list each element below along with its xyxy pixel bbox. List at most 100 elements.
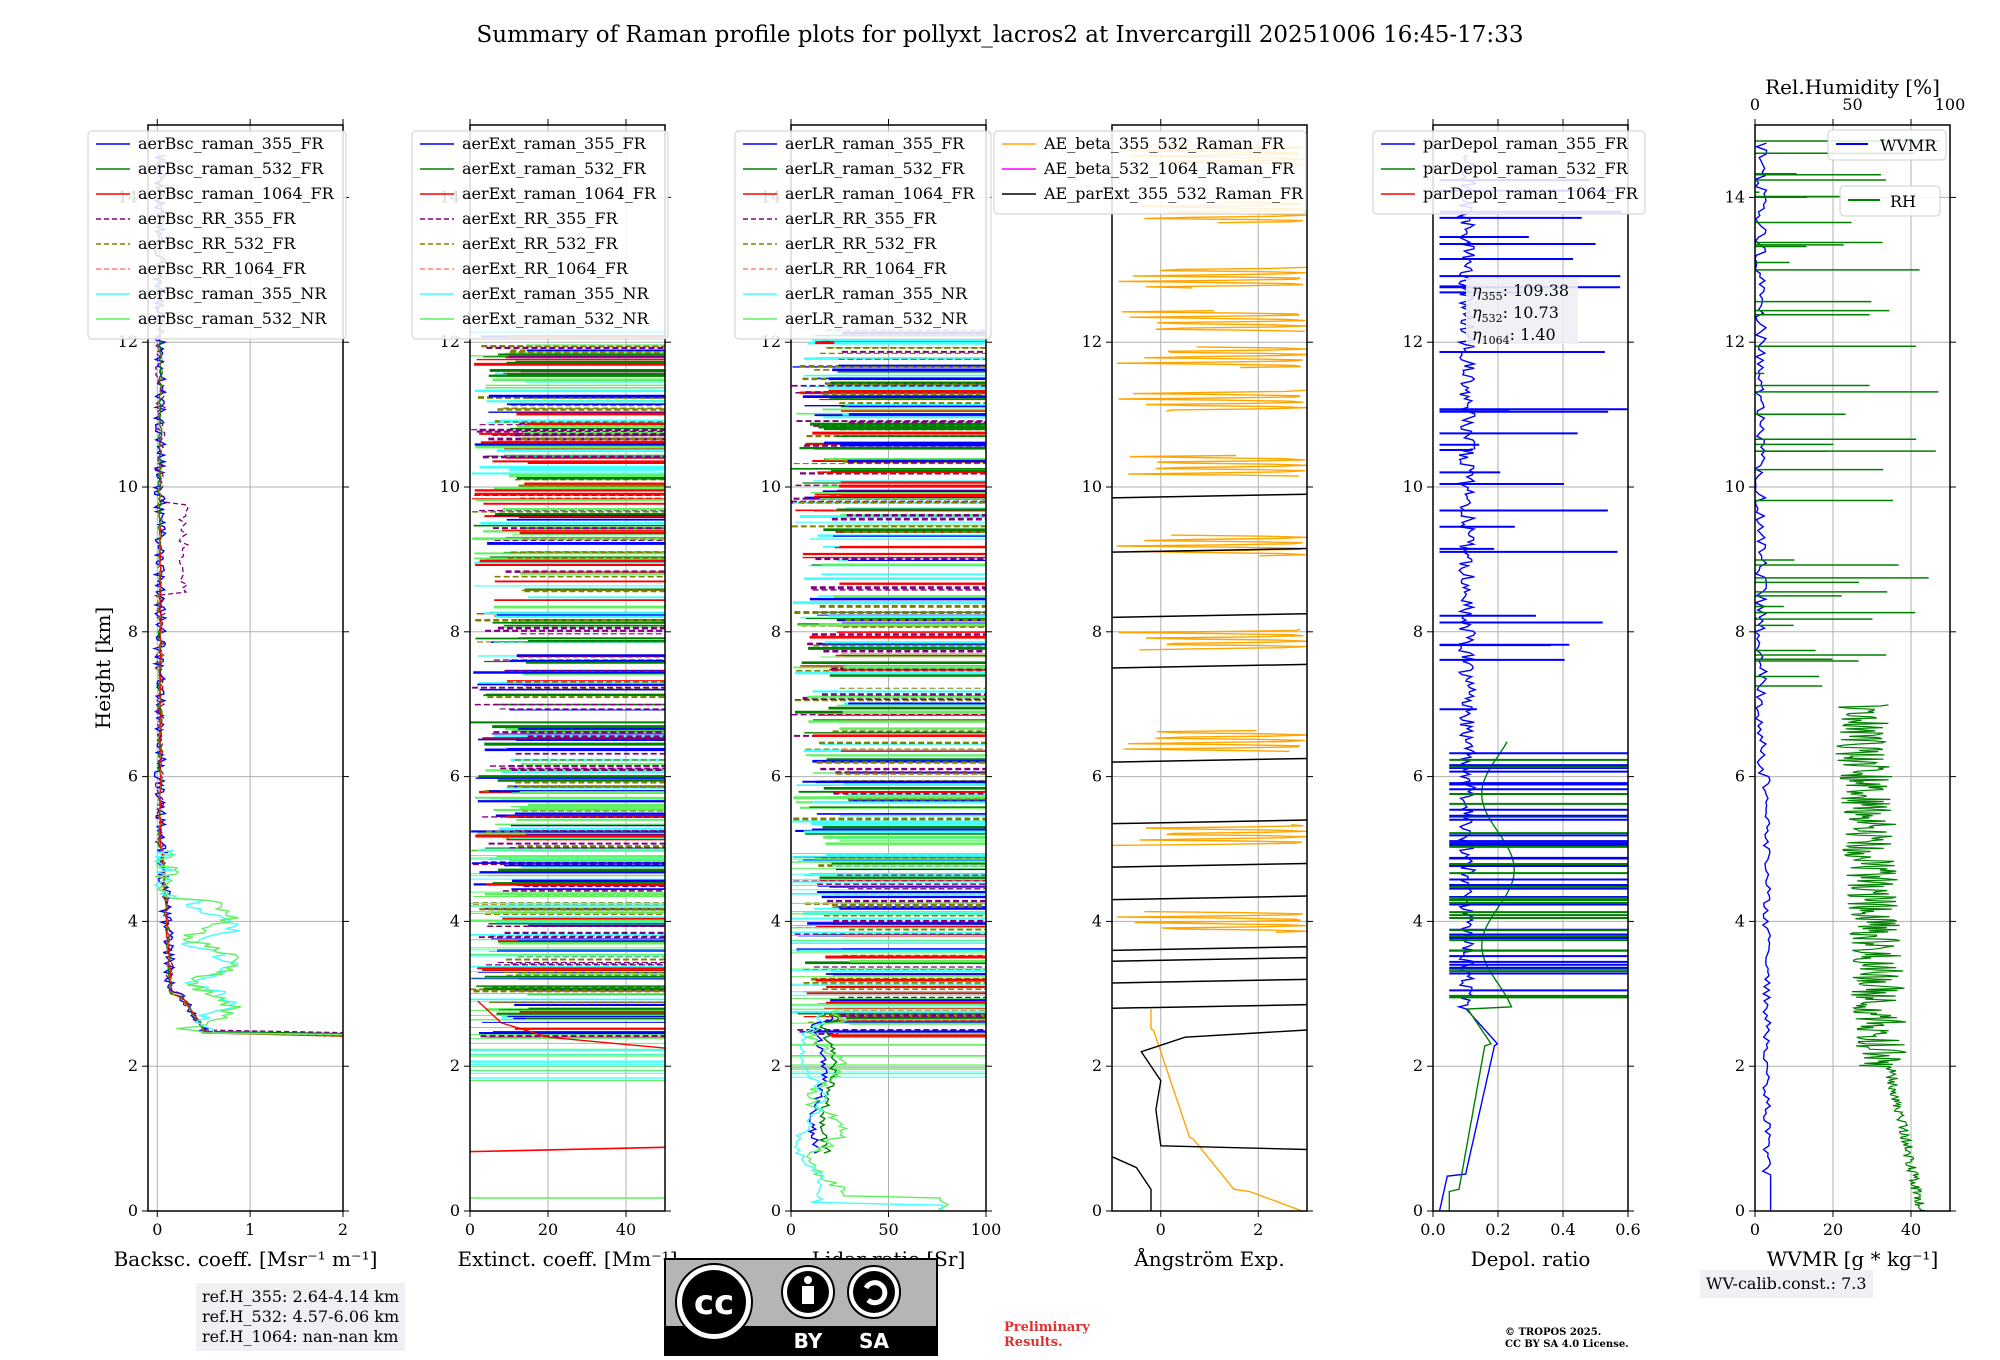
plot-area <box>1755 140 1941 1211</box>
plot-area <box>470 330 665 1199</box>
y-tick-label-4: 8 <box>1413 622 1423 641</box>
y-tick-label-1: 2 <box>1735 1056 1745 1075</box>
y-tick-label-2: 4 <box>450 911 460 930</box>
legend-entry-7: aerExt_raman_532_NR <box>462 309 650 328</box>
legend-entry-1: parDepol_raman_532_FR <box>1423 159 1629 178</box>
y-tick-label-6: 12 <box>1403 332 1423 351</box>
y-tick-label-4: 8 <box>1092 622 1102 641</box>
y-tick-label-5: 10 <box>440 477 460 496</box>
legend-frame <box>734 130 992 340</box>
y-tick-label-5: 10 <box>118 477 138 496</box>
legend: aerBsc_raman_355_FR aerBsc_raman_532_FRae… <box>87 130 347 340</box>
y-tick-label-4: 8 <box>450 622 460 641</box>
y-tick-label-3: 6 <box>771 767 781 786</box>
series-ae-seg-1 <box>1116 910 1307 933</box>
series-ae-parext-8 <box>1112 663 1307 669</box>
series-ae-beta-355-532 <box>1150 1009 1303 1211</box>
series-ae-parext-2 <box>1112 956 1307 962</box>
series-ae-parext-0 <box>1112 1003 1307 1010</box>
y-tick-label-3: 6 <box>450 767 460 786</box>
legend: parDepol_raman_355_FR parDepol_raman_532_… <box>1372 130 1646 215</box>
y-tick-label-5: 10 <box>1725 477 1745 496</box>
y-tick-label-5: 10 <box>761 477 781 496</box>
panel-angstrom: 0 2 0 2 4 6 8 10 12 Ångström Exp. AE_beta_355_532_… <box>993 119 1313 1271</box>
x-axis-label: Backsc. coeff. [Msr⁻¹ m⁻¹] <box>114 1247 378 1271</box>
series-lr532 <box>818 1015 840 1154</box>
y-tick-label-4: 8 <box>128 622 138 641</box>
cc-license-logo: cc BY SA <box>664 1258 938 1356</box>
series-ae-parext-11 <box>1112 493 1307 499</box>
x-tick-label-0: 0.0 <box>1420 1220 1445 1239</box>
copyright-note: © TROPOS 2025. CC BY SA 4.0 License. <box>1505 1327 1629 1351</box>
series-ae-parext-9 <box>1112 612 1307 619</box>
legend-entry-1: AE_beta_532_1064_Raman_FR <box>1043 159 1295 178</box>
series-ae-seg-2 <box>1123 729 1307 752</box>
eta-355: η355: 109.38 <box>1472 281 1569 303</box>
series-1064 <box>158 524 343 1037</box>
x-tick-label-1: 2 <box>1253 1220 1263 1239</box>
x-tick-label-0: 0 <box>152 1220 162 1239</box>
eta-1064: η1064: 1.40 <box>1472 325 1556 347</box>
x-tick-label-1: 20 <box>1823 1220 1843 1239</box>
x-tick-label-1: 0.2 <box>1485 1220 1510 1239</box>
series-ae-seg-9 <box>1118 266 1307 289</box>
series-ae-parext-10 <box>1112 547 1307 553</box>
y-tick-label-3: 6 <box>1735 767 1745 786</box>
legend: aerLR_raman_355_FR aerLR_raman_532_FR aerL… <box>734 130 992 340</box>
axes-frame <box>469 124 666 1212</box>
series-lr355 <box>807 1015 834 1154</box>
legend-entry-3: aerExt_RR_355_FR <box>462 209 619 228</box>
y-tick-label-3: 6 <box>1413 767 1423 786</box>
legend-entry-2: AE_parExt_355_532_Raman_FR <box>1043 184 1304 203</box>
legend-entry-4: aerLR_RR_532_FR <box>785 234 937 253</box>
y-tick-label-2: 4 <box>128 911 138 930</box>
y-tick-label-0: 0 <box>1092 1201 1102 1220</box>
y-tick-label-0: 0 <box>1735 1201 1745 1220</box>
ref-line-532: ref.H_532: 4.57-6.06 km <box>202 1307 400 1326</box>
x-tick-label-0: 0 <box>465 1220 475 1239</box>
x-tick-label-2: 40 <box>616 1220 636 1239</box>
legend-frame <box>411 130 669 340</box>
y-tick-label-7: 14 <box>1725 187 1745 206</box>
preliminary-line-1: Preliminary <box>1004 1320 1090 1335</box>
eta-532: η532: 10.73 <box>1472 303 1559 325</box>
figure-title: Summary of Raman profile plots for polly… <box>476 22 1524 48</box>
reference-height-box: ref.H_355: 2.64-4.14 km ref.H_532: 4.57-… <box>196 1283 406 1351</box>
legend-entry-6: aerLR_raman_355_NR <box>785 284 968 303</box>
cc-sa-label: SA <box>859 1329 889 1353</box>
y-tick-label-5: 10 <box>1082 477 1102 496</box>
legend-frame <box>1372 130 1646 215</box>
y-tick-label-5: 10 <box>1403 477 1423 496</box>
legend-entry-5: aerLR_RR_1064_FR <box>785 259 947 278</box>
legend-entry-3: aerBsc_RR_355_FR <box>138 209 296 228</box>
y-tick-label-2: 4 <box>1735 911 1745 930</box>
y-tick-label-1: 2 <box>128 1056 138 1075</box>
series-lr-nr532 <box>804 1008 950 1211</box>
x-tick-label-2: 40 <box>1901 1220 1921 1239</box>
y-tick-label-0: 0 <box>1413 1201 1423 1220</box>
x-tick-label-1: 1 <box>245 1220 255 1239</box>
y-tick-label-3: 6 <box>1092 767 1102 786</box>
panel-extinction: 0204002468101214Extinct. coeff. [Mm⁻¹]ae… <box>411 119 678 1271</box>
legend-entry-7: aerLR_raman_532_NR <box>785 309 968 328</box>
y-tick-label-0: 0 <box>771 1201 781 1220</box>
series-1064-tail <box>477 1000 665 1049</box>
series-ae-parext-6 <box>1112 819 1307 825</box>
legend-frame-wvmr <box>1827 129 1947 161</box>
series-ae-seg-4 <box>1116 534 1307 557</box>
plot-area <box>791 328 986 1211</box>
x-tick-label-2: 2 <box>338 1220 348 1239</box>
series-rr355 <box>153 309 343 1034</box>
y-tick-label-1: 2 <box>1092 1056 1102 1075</box>
top-tick-label-1: 50 <box>1842 95 1862 114</box>
legend-entry-0: aerBsc_raman_355_FR <box>138 134 324 153</box>
series-1064-low <box>470 1146 665 1153</box>
legend-entry-2: aerBsc_raman_1064_FR <box>138 184 335 203</box>
legend-entry-4: aerExt_RR_532_FR <box>462 234 619 253</box>
y-tick-label-4: 8 <box>1735 622 1745 641</box>
x-axis-label: Extinct. coeff. [Mm⁻¹] <box>457 1247 677 1271</box>
legend-entry-1: aerBsc_raman_532_FR <box>138 159 324 178</box>
legend: WVMR RH <box>1827 129 1947 217</box>
series-lr-nr355 <box>794 1011 944 1211</box>
